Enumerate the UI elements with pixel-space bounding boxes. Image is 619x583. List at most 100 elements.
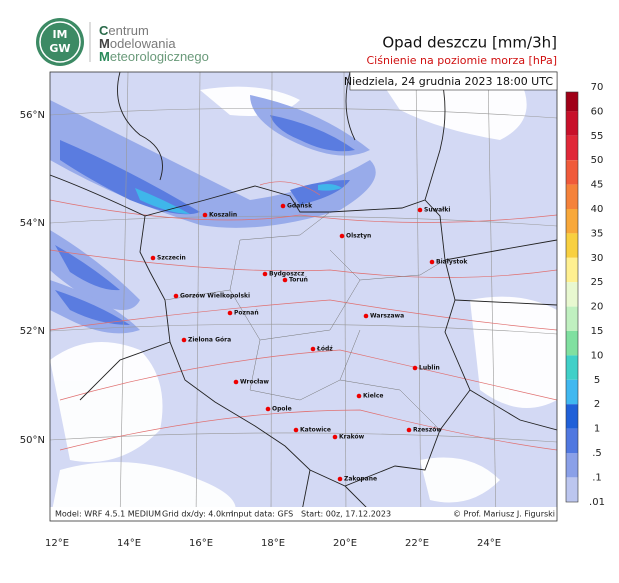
city-label: Toruń <box>289 277 308 284</box>
org-line: Meteorologicznego <box>99 49 209 64</box>
city-dot <box>363 313 369 319</box>
colorbar-label: 60 <box>591 106 604 117</box>
city-dot <box>406 427 412 433</box>
city-dot <box>181 337 187 343</box>
credit: © Prof. Mariusz J. Figurski <box>453 510 555 519</box>
city-label: Gorzów Wielkopolski <box>180 293 250 300</box>
colorbar-segment <box>566 209 578 234</box>
city-dot <box>150 255 156 261</box>
map-frame <box>49 71 558 522</box>
colorbar-segment <box>566 135 578 161</box>
colorbar-segment <box>566 184 578 209</box>
city-label: Opole <box>272 406 292 413</box>
city-label: Gdańsk <box>287 203 313 210</box>
city-label: Rzeszów <box>413 427 442 434</box>
colorbar-segment <box>566 355 578 380</box>
lon-label: 20°E <box>333 538 357 549</box>
city-dot <box>356 393 362 399</box>
colorbar-label: 1 <box>594 424 600 435</box>
colorbar-segment <box>566 404 578 429</box>
city-dot <box>293 427 299 433</box>
colorbar-label: 50 <box>591 155 604 166</box>
city-label: Łódź <box>316 346 333 353</box>
city-dot <box>233 379 239 385</box>
city-label: Bydgoszcz <box>269 271 305 278</box>
footer-text: Input data: GFS <box>231 510 293 519</box>
city-dot <box>202 212 208 218</box>
colorbar-label: 30 <box>591 253 604 264</box>
lon-label: 16°E <box>189 538 213 549</box>
map: Koszalin Gdańsk Suwałki Olsztyn Szczecin Bydg… <box>50 72 557 521</box>
colorbar-segment <box>566 257 578 283</box>
city-dot <box>282 277 288 283</box>
org-line: Modelowania <box>99 36 176 51</box>
city-dot <box>412 365 418 371</box>
colorbar-label: .5 <box>592 448 602 459</box>
lat-label: 52°N <box>20 326 45 337</box>
city-label: Koszalin <box>209 212 237 219</box>
lat-label: 50°N <box>20 435 45 446</box>
colorbar-label: 40 <box>591 204 604 215</box>
city-dot <box>417 207 423 213</box>
colorbar-segment <box>566 331 578 356</box>
date: Niedziela, 24 grudnia 2023 18:00 UTC <box>344 75 553 88</box>
city-label: Kraków <box>339 434 365 441</box>
city-label: Zielona Góra <box>188 337 231 344</box>
colorbar-segment <box>566 477 578 502</box>
city-dot <box>265 406 271 412</box>
colorbar-segment <box>566 453 578 478</box>
colorbar-segment <box>566 111 578 136</box>
colorbar-label: 55 <box>591 131 604 142</box>
city-dot <box>339 233 345 239</box>
lat-label: 56°N <box>20 110 45 121</box>
city-label: Wrocław <box>240 379 269 386</box>
city-dot <box>337 476 343 482</box>
colorbar-label: 70 <box>591 82 604 93</box>
city-dot <box>262 271 268 277</box>
city-label: Poznań <box>234 310 259 317</box>
colorbar-label: 35 <box>591 228 604 239</box>
colorbar-segment <box>566 160 578 185</box>
city-dot <box>280 203 286 209</box>
colorbar-label: 25 <box>591 277 604 288</box>
logo-text: GW <box>49 42 70 55</box>
city-dot <box>429 259 435 265</box>
city-label: Białystok <box>436 259 468 266</box>
logo <box>36 18 84 66</box>
subtitle: Ciśnienie na poziomie morza [hPa] <box>367 54 558 67</box>
city-dot <box>227 310 233 316</box>
colorbar-segment <box>566 306 578 331</box>
city-label: Katowice <box>300 427 331 434</box>
city-label: Lublin <box>419 365 440 372</box>
lon-label: 22°E <box>405 538 429 549</box>
colorbar-label: .01 <box>589 497 605 508</box>
footer-text: Model: WRF 4.5.1 MEDIUM <box>55 510 161 519</box>
lon-label: 24°E <box>477 538 501 549</box>
colorbar-label: 45 <box>591 180 604 191</box>
city-label: Kielce <box>363 393 383 400</box>
colorbar-segment <box>566 282 578 307</box>
lat-label: 54°N <box>20 218 45 229</box>
city-dot <box>332 434 338 440</box>
logo-ring <box>39 21 81 63</box>
colorbar-label: 2 <box>594 399 600 410</box>
colorbar-segment <box>566 379 578 405</box>
lon-label: 18°E <box>261 538 285 549</box>
colorbar-frame <box>565 91 579 503</box>
city-label: Szczecin <box>157 255 186 262</box>
city-dot <box>310 346 316 352</box>
title: Opad deszczu [mm/3h] <box>382 34 557 52</box>
footer-text: Start: 00z, 17.12.2023 <box>301 510 391 519</box>
org-line: Centrum <box>99 23 149 38</box>
city-label: Warszawa <box>370 313 404 320</box>
logo-text: IM <box>52 28 67 41</box>
colorbar-label: 5 <box>594 375 600 386</box>
colorbar-segment <box>566 233 578 258</box>
city-label: Olsztyn <box>346 233 371 240</box>
city-dot <box>173 293 179 299</box>
colorbar-label: 15 <box>591 326 604 337</box>
colorbar-label: .1 <box>592 472 602 483</box>
lon-label: 14°E <box>117 538 141 549</box>
colorbar-label: 10 <box>591 350 604 361</box>
